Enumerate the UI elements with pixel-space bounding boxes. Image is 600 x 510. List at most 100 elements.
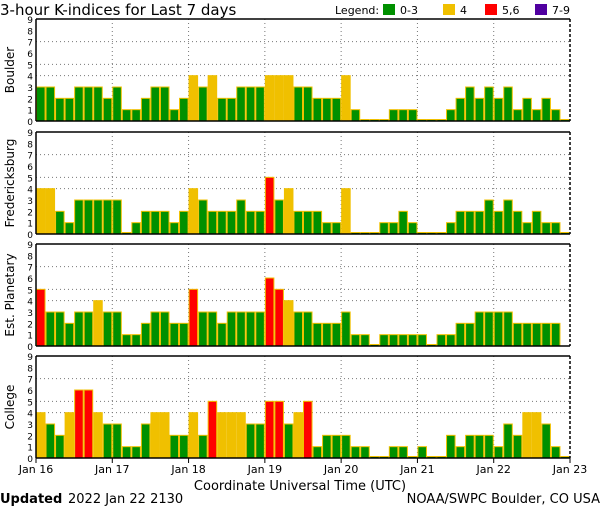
k-index-bar <box>350 446 361 459</box>
k-index-bar <box>379 334 389 347</box>
y-tick-label: 4 <box>27 410 33 420</box>
k-index-bar <box>150 86 160 122</box>
k-index-bar <box>255 210 265 235</box>
k-index-bar <box>245 86 256 122</box>
k-index-bar <box>179 210 189 235</box>
k-index-bar <box>55 434 65 459</box>
updated-time: 2022 Jan 22 2130 <box>68 492 183 507</box>
k-index-bar <box>398 334 408 347</box>
k-index-bar <box>522 222 532 235</box>
y-tick-label: 5 <box>27 398 33 408</box>
y-tick-label: 2 <box>27 320 33 330</box>
k-index-bar <box>198 86 208 122</box>
k-index-bar <box>283 300 294 347</box>
k-index-bar <box>93 86 103 122</box>
k-index-bar <box>217 97 227 122</box>
panel-college: College 01 234 567 89 <box>3 353 571 465</box>
k-index-bar <box>417 334 427 347</box>
legend: Legend: 0-3 4 5,6 7-9 <box>335 4 570 17</box>
y-tick-label: 0 <box>27 231 33 241</box>
k-index-bar <box>550 322 561 347</box>
legend-swatch-3 <box>535 4 547 15</box>
k-index-bar <box>541 423 551 459</box>
k-index-bar <box>388 222 399 235</box>
y-tick-label: 5 <box>27 174 33 184</box>
legend-entry-label: 4 <box>460 4 467 17</box>
k-index-bar <box>236 199 246 235</box>
k-index-bar <box>550 222 561 235</box>
k-index-bar <box>159 210 170 235</box>
legend-swatch-1 <box>443 4 455 15</box>
y-tick-label: 4 <box>27 298 33 308</box>
y-tick-label: 1 <box>27 220 33 230</box>
k-index-bar <box>236 86 246 122</box>
k-index-bar <box>36 86 46 122</box>
k-index-bar <box>131 109 141 122</box>
k-index-bar <box>55 311 65 347</box>
k-index-bar <box>150 412 160 459</box>
y-tick-label: 2 <box>27 432 33 442</box>
k-index-bar <box>341 188 351 235</box>
k-index-bar <box>436 334 447 347</box>
k-index-bar <box>217 412 227 459</box>
station-label: Est. Planetary <box>3 253 17 336</box>
k-index-bar <box>322 434 332 459</box>
k-index-bar <box>169 434 180 459</box>
k-index-bar <box>274 199 284 235</box>
y-tick-label: 0 <box>27 343 33 353</box>
k-index-bar <box>484 311 494 347</box>
k-index-bar <box>388 334 399 347</box>
k-index-bar <box>83 311 94 347</box>
k-index-bar <box>159 86 170 122</box>
k-index-bar <box>493 210 504 235</box>
k-index-bar <box>455 322 466 347</box>
k-index-bar <box>245 311 256 347</box>
station-label: Boulder <box>3 47 17 94</box>
k-index-bar <box>236 311 246 347</box>
k-index-bar <box>474 434 485 459</box>
k-index-bar <box>303 210 313 235</box>
k-index-bar <box>64 97 75 122</box>
k-index-bar <box>198 311 208 347</box>
legend-entry-label: 5,6 <box>502 4 520 17</box>
k-index-bar <box>245 210 256 235</box>
k-index-bar <box>455 97 466 122</box>
k-index-bar <box>274 75 284 122</box>
k-index-bar <box>217 210 227 235</box>
k-index-bar <box>474 210 485 235</box>
k-index-bar <box>503 199 513 235</box>
k-index-bar <box>112 86 122 122</box>
k-index-bar <box>226 311 237 347</box>
x-tick-label: Jan 22 <box>475 463 510 476</box>
x-tick-label: Jan 16 <box>18 463 53 476</box>
k-index-bar <box>55 210 65 235</box>
k-index-bar <box>303 86 313 122</box>
k-index-bar <box>312 446 323 459</box>
k-index-bar <box>83 389 94 459</box>
k-index-bar <box>207 75 218 122</box>
k-index-bar <box>64 222 75 235</box>
k-index-bar <box>360 334 370 347</box>
k-index-bar <box>131 446 141 459</box>
k-index-bar <box>150 210 160 235</box>
k-index-bar <box>331 434 342 459</box>
k-index-bar <box>102 423 113 459</box>
k-index-bar <box>179 97 189 122</box>
k-index-bar <box>45 423 56 459</box>
k-index-bar <box>74 86 84 122</box>
y-tick-label: 1 <box>27 107 33 117</box>
k-index-bar <box>255 86 265 122</box>
k-index-bar <box>446 222 456 235</box>
k-index-bar <box>303 400 313 459</box>
k-index-bar <box>169 322 180 347</box>
k-index-bar <box>83 199 94 235</box>
k-index-bar <box>512 210 523 235</box>
legend-entry-label: 7-9 <box>552 4 570 17</box>
k-index-bar <box>55 97 65 122</box>
legend-swatch-2 <box>485 4 497 15</box>
x-tick-label: Jan 17 <box>94 463 129 476</box>
k-index-bar <box>217 322 227 347</box>
k-index-bar <box>121 446 132 459</box>
k-index-bar <box>198 199 208 235</box>
y-tick-label: 2 <box>27 208 33 218</box>
